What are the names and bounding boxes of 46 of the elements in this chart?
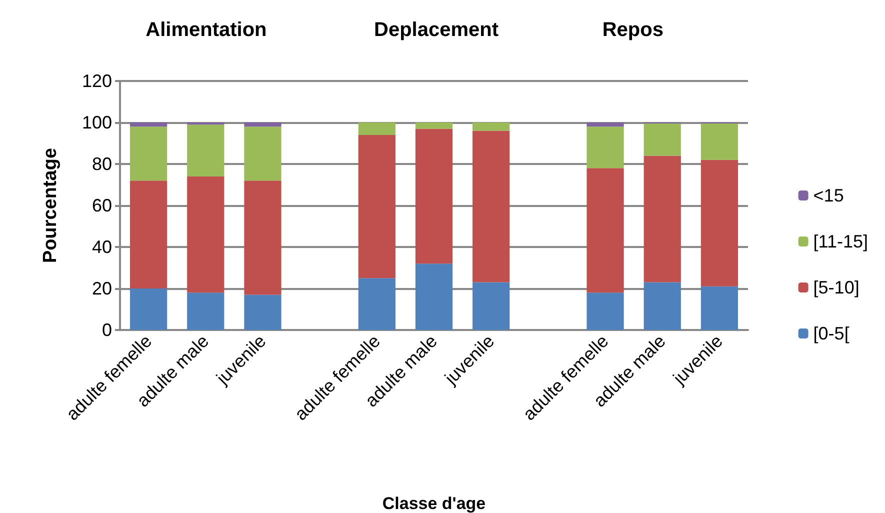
bar: [187, 176, 224, 293]
bar: [130, 180, 168, 288]
bar: [644, 156, 681, 282]
text: Deplacement: [374, 19, 499, 41]
legend-label: <15: [813, 186, 844, 206]
bar: [472, 282, 510, 330]
bar: [130, 288, 168, 330]
bar: [586, 168, 624, 293]
y-axis-title: Pourcentage: [40, 148, 61, 264]
bar: [244, 122, 282, 127]
bar: [130, 122, 168, 127]
bar: [700, 160, 738, 286]
y-tick-label: 120: [82, 71, 112, 91]
bar: [415, 264, 453, 330]
text: Repos: [602, 19, 664, 41]
bar: [586, 126, 624, 168]
bar: [358, 278, 396, 330]
bar: [700, 286, 738, 330]
y-tick-label: 20: [92, 278, 112, 298]
y-tick-label: 60: [92, 196, 112, 216]
text: Alimentation: [146, 19, 267, 41]
bar: [187, 124, 224, 176]
bar: [472, 122, 510, 131]
bar: [244, 180, 282, 295]
bar: [415, 122, 453, 129]
bar: [244, 294, 282, 330]
bar: [187, 292, 224, 330]
legend-label: [5-10]: [813, 278, 860, 298]
bar: [586, 122, 624, 127]
x-axis-title: Classe d'age: [382, 494, 486, 513]
bar: [472, 130, 510, 282]
bar: [415, 128, 453, 264]
legend-label: [11-15]: [813, 232, 868, 252]
bar: [700, 124, 738, 160]
y-tick-label: 100: [82, 112, 112, 132]
bar: [130, 126, 168, 181]
bar: [586, 292, 624, 330]
legend-label: [0-5[: [813, 324, 850, 344]
bar: [644, 124, 681, 156]
y-tick-label: 40: [92, 237, 112, 257]
bar: [358, 122, 396, 135]
bar: [358, 134, 396, 278]
bar: [644, 282, 681, 330]
y-tick-label: 0: [102, 320, 112, 340]
bar: [244, 126, 282, 181]
y-tick-label: 80: [92, 154, 112, 174]
